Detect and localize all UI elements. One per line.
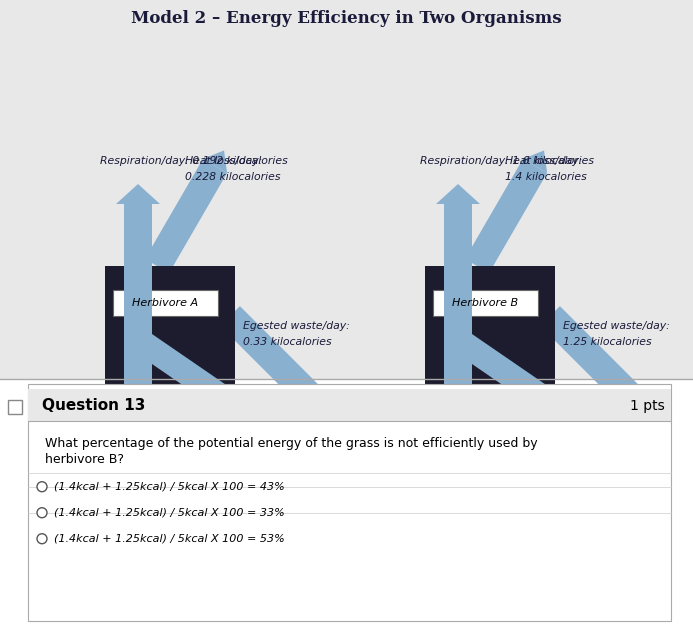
Circle shape [37,482,47,492]
Text: (1.4kcal + 1.25kcal) / 5kcal X 100 = 33%: (1.4kcal + 1.25kcal) / 5kcal X 100 = 33% [54,508,285,518]
Polygon shape [540,306,655,421]
Bar [113,290,218,316]
Text: Heat loss/day:: Heat loss/day: [185,156,262,166]
Text: Egested waste/day:: Egested waste/day: [243,321,350,331]
Text: Model 2 – Energy Efficiency in Two Organisms: Model 2 – Energy Efficiency in Two Organ… [131,10,562,27]
Bar [28,389,671,421]
Polygon shape [472,334,555,421]
Polygon shape [635,401,659,425]
Polygon shape [116,184,160,204]
Text: Grass ingested/day: 0.8 kilocalories: Grass ingested/day: 0.8 kilocalories [100,521,294,531]
Text: What percentage of the potential energy of the grass is not efficiently used by: What percentage of the potential energy … [45,437,538,449]
Polygon shape [220,306,335,421]
Bar [8,400,22,414]
Bar [433,290,538,316]
Polygon shape [145,159,227,273]
Text: 1.25 kilocalories: 1.25 kilocalories [563,337,651,347]
Text: Herbivore B: Herbivore B [453,298,518,308]
Bar [28,384,671,621]
Bar [0,379,693,626]
Polygon shape [124,266,152,441]
Polygon shape [124,436,152,501]
Text: 0.228 kilocalories: 0.228 kilocalories [185,172,281,182]
Circle shape [37,534,47,544]
Text: (1.4kcal + 1.25kcal) / 5kcal X 100 = 43%: (1.4kcal + 1.25kcal) / 5kcal X 100 = 43% [54,482,285,492]
Text: Grass ingested/day: 5 kilocalories: Grass ingested/day: 5 kilocalories [420,521,603,531]
Text: 1 pts: 1 pts [630,399,665,413]
Bar [425,266,555,441]
Bar [105,266,235,441]
Polygon shape [523,150,547,173]
Polygon shape [465,159,547,273]
Polygon shape [203,150,227,173]
Text: Heat loss/day:: Heat loss/day: [505,156,582,166]
Bar [425,266,555,441]
Polygon shape [116,501,160,519]
Polygon shape [444,204,472,266]
Text: Egested waste/day:: Egested waste/day: [563,321,669,331]
Text: Respiration/day: 0.192 kilocalories: Respiration/day: 0.192 kilocalories [100,156,288,166]
Polygon shape [124,204,152,266]
Circle shape [37,508,47,518]
Polygon shape [436,184,480,204]
Text: 1.4 kilocalories: 1.4 kilocalories [505,172,587,182]
Text: 0.33 kilocalories: 0.33 kilocalories [243,337,332,347]
Text: Herbivore A: Herbivore A [132,298,199,308]
Text: (1.4kcal + 1.25kcal) / 5kcal X 100 = 53%: (1.4kcal + 1.25kcal) / 5kcal X 100 = 53% [54,534,285,544]
Polygon shape [436,501,480,519]
Text: Respiration/day: 1.6 kilocalories: Respiration/day: 1.6 kilocalories [420,156,594,166]
Polygon shape [444,266,472,441]
Polygon shape [152,334,235,421]
Polygon shape [444,436,472,501]
Bar [105,266,235,441]
Text: Question 13: Question 13 [42,398,146,413]
Text: herbivore B?: herbivore B? [45,453,124,466]
Polygon shape [315,401,339,425]
